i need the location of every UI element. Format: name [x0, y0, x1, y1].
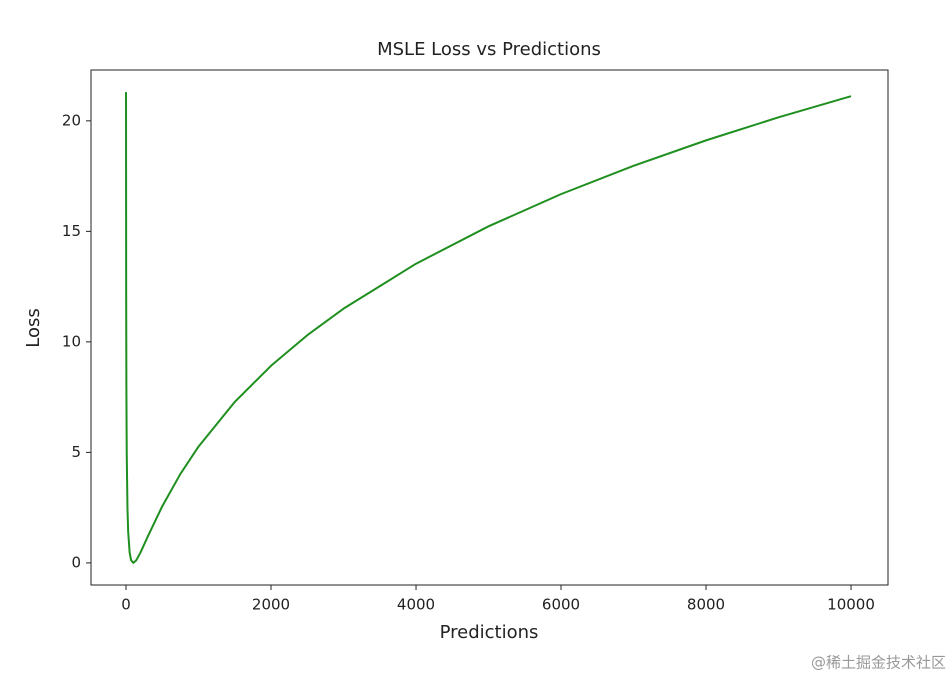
y-tick-label: 10 — [62, 332, 81, 350]
y-axis-label: Loss — [23, 308, 44, 347]
y-tick-label: 20 — [62, 111, 81, 129]
line — [125, 92, 852, 564]
plot-frame — [90, 69, 889, 586]
x-axis-label: Predictions — [440, 622, 539, 643]
x-tick-label: 8000 — [687, 596, 725, 614]
x-tick-label: 2000 — [252, 596, 290, 614]
x-tick-label: 10000 — [827, 596, 875, 614]
x-tick-label: 0 — [121, 596, 131, 614]
y-tick-label: 5 — [71, 443, 81, 461]
chart-title: MSLE Loss vs Predictions — [377, 39, 601, 60]
y-tick-label: 15 — [62, 222, 81, 240]
x-tick-label: 4000 — [397, 596, 435, 614]
watermark: @稀土掘金技术社区 — [811, 654, 946, 672]
x-tick-label: 6000 — [542, 596, 580, 614]
y-tick-label: 0 — [71, 553, 81, 571]
